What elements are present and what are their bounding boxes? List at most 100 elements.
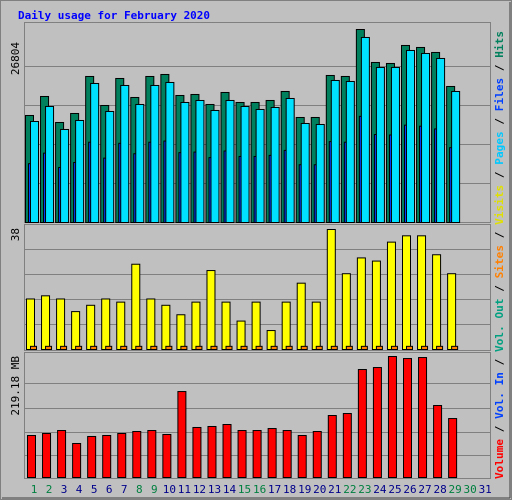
bar	[252, 430, 262, 479]
bar	[60, 345, 68, 350]
bar	[406, 49, 415, 223]
bar	[86, 304, 96, 350]
legend-entry: Files	[493, 78, 506, 111]
bar	[372, 367, 382, 479]
bar	[357, 369, 367, 478]
legend-separator: /	[493, 58, 506, 78]
x-tick-label: 21	[328, 483, 341, 496]
bar	[421, 52, 431, 224]
bar	[195, 345, 203, 350]
x-tick-label: 6	[106, 483, 113, 496]
legend-separator: /	[493, 419, 506, 439]
bar	[342, 413, 352, 478]
bar	[327, 415, 337, 479]
legend-separator: /	[493, 165, 506, 185]
y-tick-label: 219.18 MB	[9, 356, 22, 416]
bar	[195, 99, 205, 223]
x-tick-label: 23	[358, 483, 371, 496]
bar	[71, 311, 81, 350]
bar	[210, 345, 218, 350]
bar	[90, 82, 100, 223]
bar	[345, 345, 353, 350]
bar	[375, 66, 385, 223]
bar	[180, 101, 190, 223]
x-tick-label: 27	[418, 483, 431, 496]
bar	[402, 235, 411, 351]
bar	[237, 430, 247, 479]
bar	[60, 128, 70, 223]
bar	[433, 405, 443, 479]
bar	[436, 57, 446, 223]
bar	[72, 442, 82, 479]
legend-entry: Vol. Out	[493, 299, 506, 352]
bar	[417, 235, 427, 351]
x-tick-label: 13	[208, 483, 221, 496]
x-tick-label: 19	[298, 483, 311, 496]
bar	[345, 80, 355, 223]
bar	[221, 301, 231, 351]
bar	[418, 357, 428, 478]
bar	[270, 106, 280, 223]
legend-entry: Vol. In	[493, 372, 506, 419]
bar	[311, 301, 321, 351]
bar	[285, 345, 293, 350]
legend-entry: Volume	[493, 439, 506, 479]
legend-separator: /	[493, 278, 506, 298]
bar	[102, 434, 112, 478]
bar	[356, 257, 366, 350]
bar	[147, 430, 157, 479]
bar	[75, 119, 85, 223]
bar	[225, 99, 235, 223]
bar	[406, 345, 413, 350]
bar	[330, 345, 338, 350]
bar	[101, 298, 111, 351]
bar	[206, 270, 216, 351]
legend-entry: Sites	[493, 245, 506, 278]
bar	[448, 418, 458, 479]
x-tick-label: 3	[61, 483, 68, 496]
bar	[56, 298, 66, 351]
bar	[432, 254, 442, 350]
bar	[180, 345, 188, 350]
bar	[222, 424, 232, 479]
bar	[45, 105, 55, 223]
bar	[360, 345, 368, 350]
x-tick-label: 7	[121, 483, 128, 496]
legend-separator: /	[493, 225, 506, 245]
bar	[296, 282, 306, 350]
bar	[251, 301, 261, 351]
bar	[297, 434, 307, 478]
x-tick-label: 16	[253, 483, 266, 496]
bar	[135, 103, 145, 223]
x-tick-label: 12	[193, 483, 206, 496]
bar	[135, 345, 143, 350]
bar	[240, 345, 248, 350]
bar	[281, 301, 291, 351]
bar	[210, 109, 220, 223]
bar	[240, 105, 250, 223]
x-tick-label: 10	[163, 483, 176, 496]
bar	[282, 430, 292, 479]
legend-separator: /	[493, 352, 506, 372]
bar	[131, 263, 141, 351]
x-tick-label: 11	[178, 483, 191, 496]
bar	[161, 304, 171, 350]
bar	[57, 430, 67, 479]
legend-entry: Pages	[493, 131, 506, 164]
x-tick-label: 20	[313, 483, 326, 496]
x-tick-label: 8	[136, 483, 143, 496]
y-tick-label: 38	[9, 228, 22, 241]
bar	[326, 229, 336, 350]
bar	[315, 123, 325, 223]
bar	[390, 66, 400, 223]
bar	[225, 345, 233, 350]
x-tick-label: 28	[433, 483, 446, 496]
x-tick-label: 26	[403, 483, 416, 496]
x-tick-label: 29	[448, 483, 461, 496]
bar	[162, 433, 172, 479]
bar	[191, 301, 201, 351]
bar	[330, 79, 340, 223]
x-tick-label: 31	[479, 483, 492, 496]
bar	[176, 314, 186, 350]
